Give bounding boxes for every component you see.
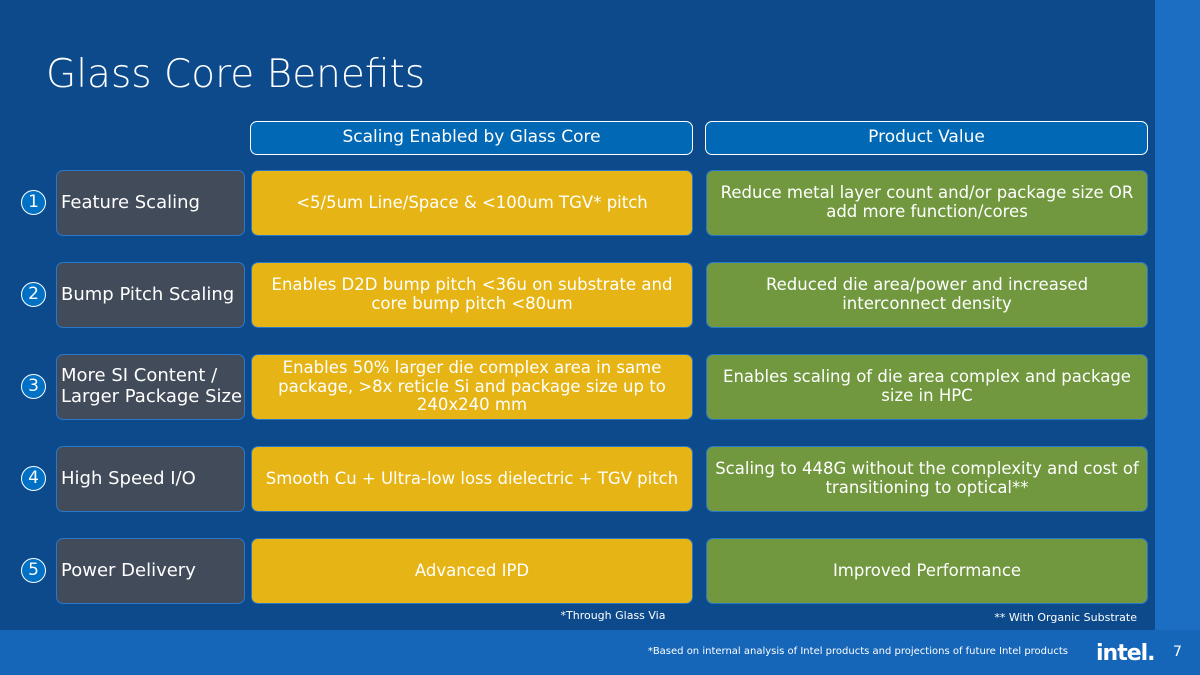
row-number: 4 bbox=[21, 466, 46, 491]
row-number: 5 bbox=[21, 558, 46, 583]
value-cell: Improved Performance bbox=[706, 538, 1148, 604]
row-number: 2 bbox=[21, 282, 46, 307]
value-cell: Reduced die area/power and increased int… bbox=[706, 262, 1148, 328]
page-number: 7 bbox=[1173, 644, 1182, 660]
footer-band bbox=[0, 630, 1200, 675]
footnote: ** With Organic Substrate bbox=[994, 611, 1137, 624]
side-strip bbox=[1155, 0, 1200, 630]
disclaimer: *Based on internal analysis of Intel pro… bbox=[647, 646, 1068, 657]
logo: intel. bbox=[1096, 641, 1156, 666]
value-cell: Scaling to 448G without the complexity a… bbox=[706, 446, 1148, 512]
scaling-cell: Enables D2D bump pitch <36u on substrate… bbox=[251, 262, 693, 328]
row-label: More SI Content / Larger Package Size bbox=[56, 354, 245, 420]
value-cell: Enables scaling of die area complex and … bbox=[706, 354, 1148, 420]
scaling-cell: <5/5um Line/Space & <100um TGV* pitch bbox=[251, 170, 693, 236]
scaling-cell: Advanced IPD bbox=[251, 538, 693, 604]
row-label: Feature Scaling bbox=[56, 170, 245, 236]
value-cell: Reduce metal layer count and/or package … bbox=[706, 170, 1148, 236]
column-header: Scaling Enabled by Glass Core bbox=[250, 121, 693, 155]
column-header: Product Value bbox=[705, 121, 1148, 155]
footnote: *Through Glass Via bbox=[560, 609, 666, 622]
title: Glass Core Benefits bbox=[46, 52, 426, 97]
row-number: 1 bbox=[21, 190, 46, 215]
row-label: High Speed I/O bbox=[56, 446, 245, 512]
scaling-cell: Enables 50% larger die complex area in s… bbox=[251, 354, 693, 420]
row-label: Power Delivery bbox=[56, 538, 245, 604]
row-label: Bump Pitch Scaling bbox=[56, 262, 245, 328]
scaling-cell: Smooth Cu + Ultra-low loss dielectric + … bbox=[251, 446, 693, 512]
row-number: 3 bbox=[21, 374, 46, 399]
